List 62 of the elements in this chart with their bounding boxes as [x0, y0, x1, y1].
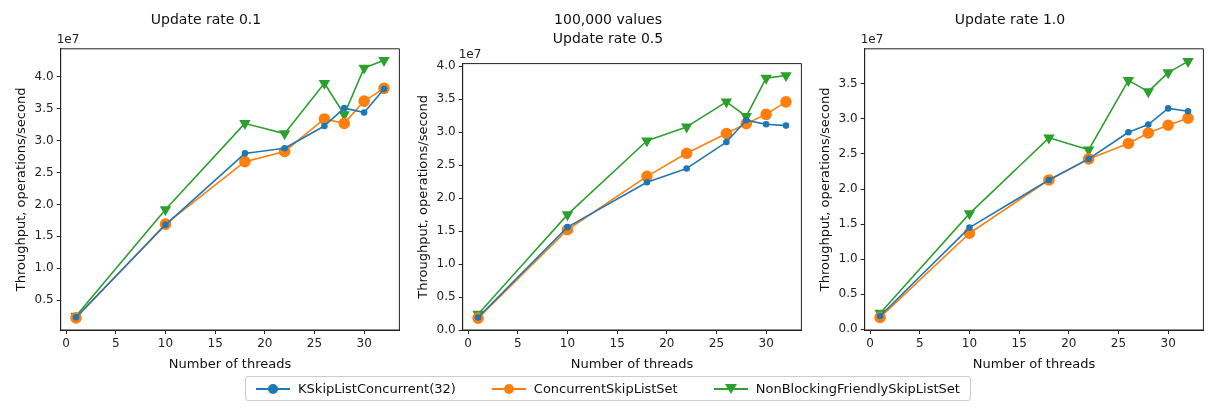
legend-label: ConcurrentSkipListSet — [533, 381, 678, 396]
y-tick-label: 0.0 — [838, 321, 858, 336]
chart-subtitle: Update rate 0.5 — [552, 29, 664, 46]
x-axis-title: Number of threads — [570, 355, 694, 371]
y-tick-label: 3.0 — [34, 132, 54, 147]
x-tick-label: 20 — [1061, 336, 1077, 351]
y-tick-label: 2.5 — [838, 146, 858, 161]
x-axis-title: Number of threads — [972, 355, 1096, 371]
text: 1e7 — [860, 31, 884, 46]
x-tick-label: 30 — [758, 336, 774, 351]
y-tick-label: 2.5 — [34, 164, 54, 179]
x-tick-label: 5 — [111, 336, 120, 351]
x-tick-label: 30 — [1160, 336, 1176, 351]
text: 1e7 — [56, 31, 80, 46]
legend-label: KSkipListConcurrent(32) — [298, 381, 456, 396]
y-tick-label: 3.0 — [436, 124, 456, 139]
x-axis-title: Number of threads — [168, 355, 292, 371]
y-tick-label: 1.0 — [436, 256, 456, 271]
y-tick-label: 2.0 — [34, 196, 54, 211]
x-tick-label: 5 — [915, 336, 924, 351]
y-tick-label: 4.0 — [436, 58, 456, 73]
y-tick-label: 1.0 — [34, 260, 54, 275]
y-tick-label: 0.5 — [34, 292, 54, 307]
x-tick-label: 15 — [609, 336, 625, 351]
y-axis-title: Throughput, operations/second — [13, 87, 29, 293]
y-tick-label: 1.5 — [34, 228, 54, 243]
x-tick-label: 25 — [1110, 336, 1127, 351]
y-tick-label: 3.5 — [34, 100, 54, 115]
x-tick-label: 25 — [708, 336, 725, 351]
chart-title: Update rate 1.0 — [954, 11, 1066, 28]
y-tick-label: 2.0 — [838, 181, 858, 196]
y-axis-title: Throughput, operations/second — [817, 87, 833, 293]
y-axis-title: Throughput, operations/second — [415, 94, 431, 300]
y-tick-label: 2.0 — [436, 190, 456, 205]
y-tick-label: 1.0 — [838, 251, 858, 266]
y-tick-label: 0.0 — [436, 322, 456, 337]
text: 1e7 — [458, 46, 482, 61]
x-tick-label: 5 — [513, 336, 522, 351]
y-tick-label: 2.5 — [436, 157, 456, 172]
y-tick-label: 1.5 — [838, 216, 858, 231]
x-tick-label: 20 — [659, 336, 675, 351]
y-tick-label: 4.0 — [34, 68, 54, 83]
x-tick-label: 0 — [866, 336, 874, 351]
y-tick-label: 3.5 — [436, 91, 456, 106]
chart-title: Update rate 0.1 — [150, 11, 262, 28]
y-tick-label: 0.5 — [436, 289, 456, 304]
x-tick-label: 15 — [1011, 336, 1027, 351]
x-tick-label: 20 — [257, 336, 273, 351]
x-tick-label: 30 — [356, 336, 372, 351]
x-tick-label: 0 — [464, 336, 472, 351]
y-tick-label: 0.5 — [838, 286, 858, 301]
x-tick-label: 25 — [306, 336, 323, 351]
x-tick-label: 10 — [157, 336, 174, 351]
x-tick-label: 15 — [207, 336, 223, 351]
chart-title: 100,000 values — [554, 11, 662, 28]
x-tick-label: 10 — [961, 336, 978, 351]
y-tick-label: 3.0 — [838, 111, 858, 126]
y-tick-label: 3.5 — [838, 75, 858, 90]
x-tick-label: 10 — [559, 336, 576, 351]
y-tick-label: 1.5 — [436, 223, 456, 238]
legend-label: NonBlockingFriendlySkipListSet — [755, 381, 960, 396]
x-tick-label: 0 — [62, 336, 70, 351]
